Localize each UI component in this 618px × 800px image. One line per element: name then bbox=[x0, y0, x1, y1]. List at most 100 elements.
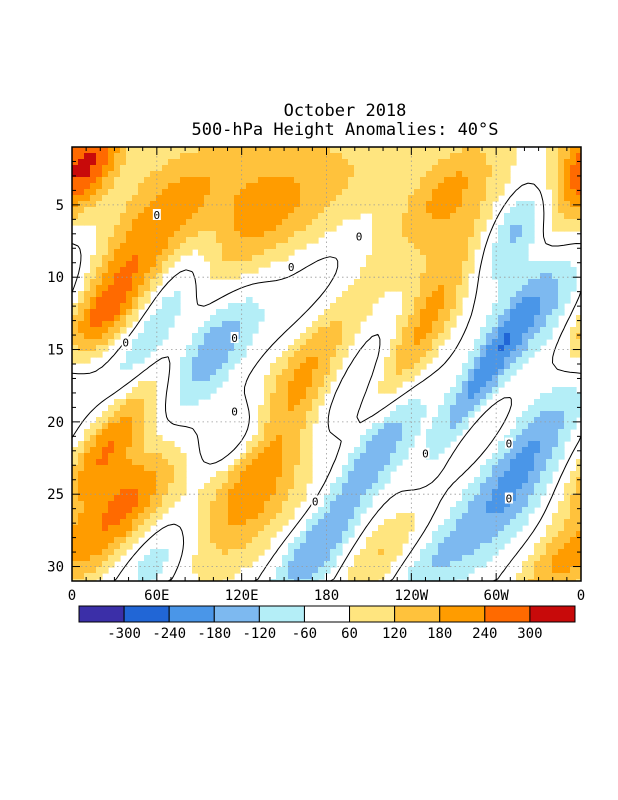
anomaly-cell bbox=[450, 543, 457, 550]
anomaly-cell bbox=[114, 291, 121, 298]
anomaly-cell bbox=[84, 549, 91, 556]
anomaly-cell bbox=[534, 543, 541, 550]
anomaly-cell bbox=[528, 507, 535, 514]
anomaly-cell bbox=[546, 441, 553, 448]
anomaly-cell bbox=[456, 429, 463, 436]
anomaly-cell bbox=[522, 327, 529, 334]
anomaly-cell bbox=[360, 189, 367, 196]
anomaly-cell bbox=[504, 465, 511, 472]
anomaly-cell bbox=[168, 303, 175, 310]
anomaly-cell bbox=[270, 147, 277, 154]
anomaly-cell bbox=[372, 489, 379, 496]
anomaly-cell bbox=[144, 471, 151, 478]
anomaly-cell bbox=[330, 495, 337, 502]
anomaly-cell bbox=[192, 183, 199, 190]
anomaly-cell bbox=[276, 477, 283, 484]
anomaly-cell bbox=[546, 573, 553, 580]
colorbar-label: 300 bbox=[517, 626, 542, 642]
anomaly-cell bbox=[456, 297, 463, 304]
anomaly-cell bbox=[558, 189, 565, 196]
anomaly-cell bbox=[276, 243, 283, 250]
anomaly-cell bbox=[318, 333, 325, 340]
anomaly-cell bbox=[438, 555, 445, 562]
anomaly-cell bbox=[504, 369, 511, 376]
anomaly-cell bbox=[546, 525, 553, 532]
anomaly-cell bbox=[492, 351, 499, 358]
anomaly-cell bbox=[498, 327, 505, 334]
anomaly-cell bbox=[258, 411, 265, 418]
anomaly-cell bbox=[540, 459, 547, 466]
colorbar-label: -240 bbox=[152, 626, 186, 642]
anomaly-cell bbox=[396, 261, 403, 268]
anomaly-cell bbox=[288, 567, 295, 574]
anomaly-cell bbox=[186, 363, 193, 370]
anomaly-cell bbox=[162, 195, 169, 202]
anomaly-cell bbox=[492, 357, 499, 364]
anomaly-cell bbox=[204, 171, 211, 178]
anomaly-cell bbox=[384, 249, 391, 256]
anomaly-cell bbox=[192, 153, 199, 160]
anomaly-cell bbox=[138, 417, 145, 424]
anomaly-cell bbox=[198, 561, 205, 568]
anomaly-cell bbox=[276, 465, 283, 472]
anomaly-cell bbox=[282, 357, 289, 364]
anomaly-cell bbox=[252, 195, 259, 202]
anomaly-cell bbox=[552, 261, 559, 268]
anomaly-cell bbox=[570, 573, 577, 580]
anomaly-cell bbox=[558, 543, 565, 550]
anomaly-cell bbox=[300, 339, 307, 346]
anomaly-cell bbox=[462, 489, 469, 496]
anomaly-cell bbox=[516, 441, 523, 448]
anomaly-cell bbox=[222, 165, 229, 172]
anomaly-cell bbox=[468, 267, 475, 274]
anomaly-cell bbox=[402, 351, 409, 358]
anomaly-cell bbox=[252, 459, 259, 466]
anomaly-cell bbox=[564, 495, 571, 502]
anomaly-cell bbox=[120, 153, 127, 160]
anomaly-cell bbox=[216, 219, 223, 226]
anomaly-cell bbox=[180, 363, 187, 370]
anomaly-cell bbox=[246, 507, 253, 514]
anomaly-cell bbox=[108, 165, 115, 172]
anomaly-cell bbox=[198, 573, 205, 580]
anomaly-cell bbox=[510, 345, 517, 352]
anomaly-cell bbox=[96, 513, 103, 520]
anomaly-cell bbox=[576, 177, 581, 184]
anomaly-cell bbox=[138, 255, 145, 262]
anomaly-cell bbox=[462, 183, 469, 190]
anomaly-cell bbox=[264, 453, 271, 460]
anomaly-cell bbox=[540, 417, 547, 424]
anomaly-cell bbox=[150, 249, 157, 256]
anomaly-cell bbox=[114, 435, 121, 442]
anomaly-cell bbox=[78, 171, 85, 178]
anomaly-cell bbox=[378, 267, 385, 274]
anomaly-cell bbox=[132, 219, 139, 226]
anomaly-cell bbox=[480, 183, 487, 190]
anomaly-cell bbox=[564, 291, 571, 298]
anomaly-cell bbox=[198, 189, 205, 196]
anomaly-cell bbox=[282, 243, 289, 250]
anomaly-cell bbox=[498, 525, 505, 532]
anomaly-cell bbox=[300, 231, 307, 238]
contour-label: 0 bbox=[231, 406, 238, 419]
anomaly-cell bbox=[210, 537, 217, 544]
anomaly-cell bbox=[360, 483, 367, 490]
anomaly-cell bbox=[252, 549, 259, 556]
anomaly-cell bbox=[132, 189, 139, 196]
anomaly-cell bbox=[450, 225, 457, 232]
anomaly-cell bbox=[564, 519, 571, 526]
anomaly-cell bbox=[522, 579, 529, 581]
anomaly-cell bbox=[84, 153, 91, 160]
anomaly-cell bbox=[96, 153, 103, 160]
anomaly-cell bbox=[108, 549, 115, 556]
colorbar-swatch bbox=[529, 605, 576, 623]
anomaly-cell bbox=[270, 177, 277, 184]
anomaly-cell bbox=[78, 447, 85, 454]
anomaly-cell bbox=[132, 225, 139, 232]
anomaly-cell bbox=[252, 165, 259, 172]
anomaly-cell bbox=[396, 243, 403, 250]
anomaly-cell bbox=[282, 447, 289, 454]
anomaly-cell bbox=[408, 417, 415, 424]
anomaly-cell bbox=[558, 417, 565, 424]
anomaly-cell bbox=[348, 213, 355, 220]
